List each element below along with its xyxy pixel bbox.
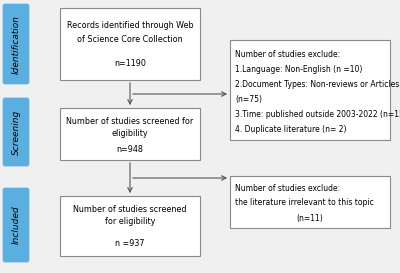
- Text: n =937: n =937: [115, 239, 145, 248]
- Bar: [230, 176, 390, 228]
- Text: (n=75): (n=75): [235, 95, 262, 104]
- Text: the literature irrelevant to this topic: the literature irrelevant to this topic: [235, 198, 374, 207]
- Bar: [60, 108, 200, 160]
- Bar: [60, 8, 200, 80]
- Text: 1.Language: Non-English (n =10): 1.Language: Non-English (n =10): [235, 65, 362, 74]
- Text: Screening: Screening: [12, 109, 20, 155]
- Text: n=1190: n=1190: [114, 60, 146, 69]
- Text: Number of studies screened: Number of studies screened: [73, 206, 187, 215]
- FancyBboxPatch shape: [3, 4, 29, 84]
- FancyBboxPatch shape: [3, 188, 29, 262]
- Text: Records identified through Web: Records identified through Web: [67, 22, 193, 31]
- Bar: [230, 40, 390, 140]
- Text: Number of studies screened for: Number of studies screened for: [66, 117, 194, 126]
- Text: Number of studies exclude:: Number of studies exclude:: [235, 184, 340, 193]
- Bar: [60, 196, 200, 256]
- Text: Included: Included: [12, 206, 20, 244]
- Text: (n=11): (n=11): [297, 214, 323, 223]
- Text: n=948: n=948: [116, 146, 144, 155]
- Text: 3.Time: published outside 2003-2022 (n=155): 3.Time: published outside 2003-2022 (n=1…: [235, 110, 400, 119]
- Text: of Science Core Collection: of Science Core Collection: [77, 35, 183, 44]
- Text: for eligibility: for eligibility: [105, 218, 155, 227]
- Text: 4. Duplicate literature (n= 2): 4. Duplicate literature (n= 2): [235, 125, 346, 134]
- Text: eligibility: eligibility: [112, 129, 148, 138]
- Text: Number of studies exclude:: Number of studies exclude:: [235, 50, 340, 59]
- FancyBboxPatch shape: [3, 98, 29, 166]
- Text: Identification: Identification: [12, 14, 20, 73]
- Text: 2.Document Types: Non-reviews or Articles: 2.Document Types: Non-reviews or Article…: [235, 80, 399, 89]
